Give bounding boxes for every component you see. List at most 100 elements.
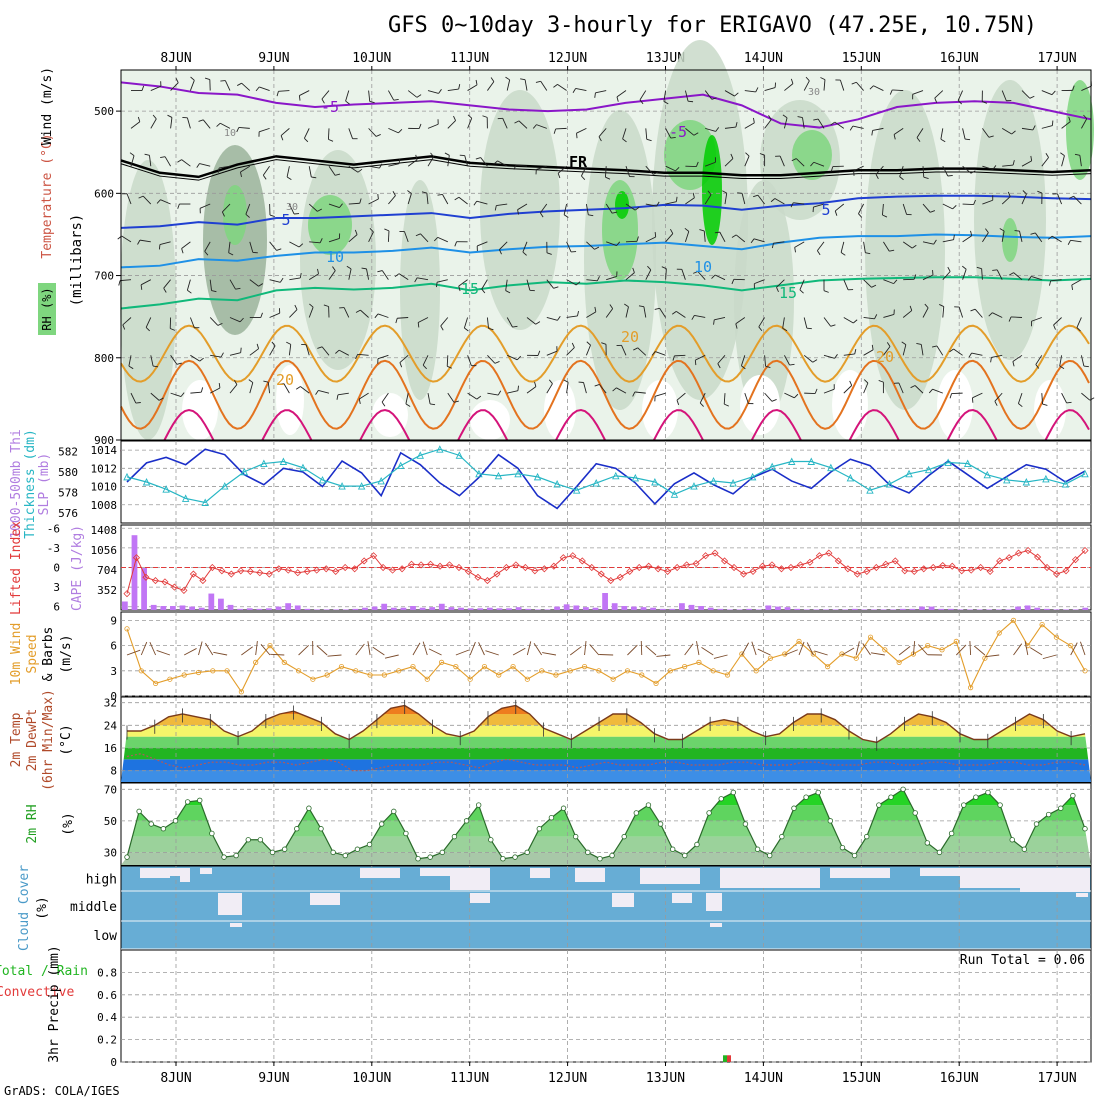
cape-bar	[794, 609, 800, 610]
cape-axis-label: CAPE (J/kg)	[70, 525, 85, 611]
rh-marker	[767, 853, 772, 858]
rh-marker	[137, 809, 142, 814]
bottom-date-label: 14JUN	[744, 1071, 783, 1086]
precip-tick-label: 0.8	[97, 966, 117, 979]
rh-marker	[1071, 793, 1076, 798]
cape-bar	[285, 603, 291, 610]
cloud-gap	[310, 893, 340, 905]
cape-bar	[900, 609, 906, 610]
footer-credit: GrADS: COLA/IGES	[4, 1084, 120, 1098]
cape-bar	[497, 608, 503, 610]
wind-barb-flag	[1084, 366, 1089, 367]
precip-tick-label: 0	[110, 1056, 117, 1069]
cape-bar	[314, 609, 320, 610]
cape-bar	[295, 605, 301, 610]
cape-bar	[372, 607, 378, 610]
cape-bar	[833, 609, 839, 610]
rh-marker	[476, 803, 481, 808]
cape-bar	[573, 605, 579, 610]
rh-marker	[974, 795, 979, 800]
rh-marker	[949, 831, 954, 836]
wind-barb	[674, 355, 685, 356]
rh-marker	[488, 837, 493, 842]
contour-label: 15	[779, 284, 797, 302]
rh-marker	[391, 809, 396, 814]
cape-bar	[717, 609, 723, 610]
top-date-label: 14JUN	[744, 51, 783, 66]
rh-marker	[707, 811, 712, 816]
rh-marker	[1022, 847, 1027, 852]
top-date-label: 17JUN	[1038, 51, 1077, 66]
cape-bar	[237, 609, 243, 610]
rh-marker	[222, 855, 227, 860]
cape-bar	[304, 609, 310, 610]
rh-marker	[658, 822, 663, 827]
cape-bar	[775, 607, 781, 610]
rh-marker	[525, 850, 530, 855]
rh-marker	[877, 803, 882, 808]
wind-barb-flag	[241, 348, 242, 353]
rh-marker	[622, 834, 627, 839]
bottom-date-label: 13JUN	[646, 1071, 685, 1086]
cape-bar	[919, 607, 925, 610]
pressure-tick-label: 700	[94, 270, 114, 283]
cape-bar	[170, 606, 176, 610]
bottom-date-label: 11JUN	[450, 1071, 489, 1086]
rh-marker	[307, 806, 312, 811]
rh2m-unit-label: (%)	[61, 812, 76, 835]
cape-bar	[602, 593, 608, 610]
rh-marker	[925, 841, 930, 846]
cape-bar	[1063, 609, 1069, 610]
rh-marker	[634, 811, 639, 816]
contour-label: -5	[669, 123, 687, 141]
cape-bar	[756, 609, 762, 610]
cape-bar	[1044, 609, 1050, 610]
rh-marker	[998, 803, 1003, 808]
bottom-date-label: 10JUN	[352, 1071, 391, 1086]
run-total-label: Run Total = 0.06	[960, 953, 1085, 968]
rh-marker	[573, 834, 578, 839]
rh-marker	[816, 790, 821, 795]
temperature-axis-label: Temperature (°C)	[40, 133, 55, 258]
lifted-axis-label: Lifted Index	[9, 521, 24, 615]
cape-bar	[823, 609, 829, 610]
cape-bar	[986, 609, 992, 610]
wind-barb-flag	[299, 96, 300, 101]
cape-bar	[785, 607, 791, 610]
rh-marker	[755, 847, 760, 852]
rh-marker	[185, 800, 190, 805]
cape-bar	[1015, 607, 1021, 610]
cloud-gap	[1020, 868, 1090, 892]
wind-axis-label-3: & Barbs	[41, 627, 56, 682]
cape-bar	[333, 609, 339, 610]
cloud-unit-label: (%)	[35, 896, 50, 919]
contour-label: -5	[321, 98, 339, 116]
cape-bar	[160, 606, 166, 610]
pressure-tick-label: 600	[94, 187, 114, 200]
cape-bar	[621, 606, 627, 610]
cloud-gap	[710, 923, 722, 927]
rh-marker	[197, 798, 202, 803]
cape-bar	[256, 609, 262, 610]
contour-label: 20	[621, 328, 639, 346]
cape-tick-label: 704	[97, 564, 117, 577]
contour-label: 20	[876, 348, 894, 366]
rh-marker	[282, 847, 287, 852]
contour-label: FR	[569, 153, 588, 171]
bottom-date-label: 15JUN	[842, 1071, 881, 1086]
wind-tick-label: 9	[110, 614, 117, 627]
cape-bar	[420, 608, 426, 610]
lifted-tick-label: -6	[47, 522, 60, 535]
temp-band	[121, 748, 1091, 759]
temp-tick-label: 32	[104, 697, 117, 710]
rh-blob	[120, 160, 176, 440]
temp-band	[121, 725, 1091, 736]
rh-marker	[719, 796, 724, 801]
lifted-tick-label: 0	[53, 562, 60, 575]
cape-bar	[449, 607, 455, 610]
cape-bar	[506, 608, 512, 610]
